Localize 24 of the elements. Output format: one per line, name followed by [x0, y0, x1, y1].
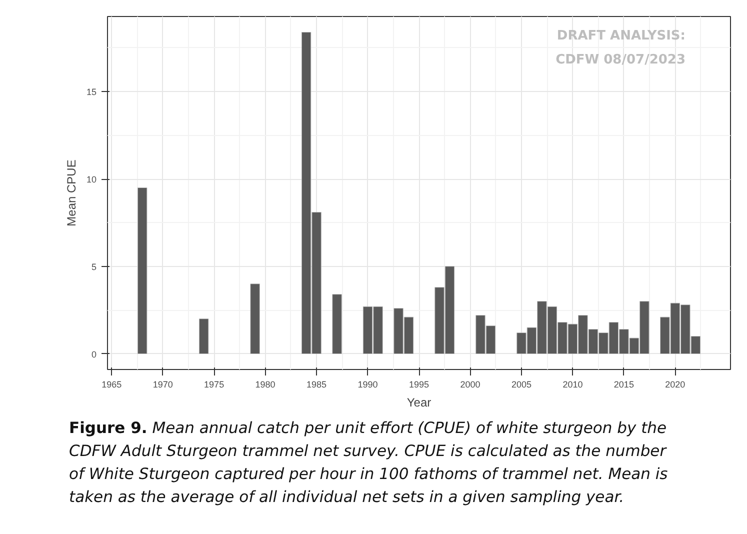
y-tick-label: 0 — [91, 349, 97, 360]
x-tick-label: 1965 — [102, 380, 122, 390]
bar — [198, 318, 209, 354]
bar — [137, 188, 148, 354]
y-tick-label: 15 — [86, 87, 97, 98]
bar — [250, 284, 260, 354]
y-tick-label: 5 — [91, 262, 97, 272]
x-tick-label: 2015 — [614, 380, 634, 390]
x-tick-label: 1970 — [152, 380, 173, 390]
x-tick-label: 2005 — [511, 380, 532, 390]
y-tick-label: 10 — [86, 174, 97, 185]
x-tick-label: 2020 — [665, 380, 686, 390]
annotation: DRAFT ANALYSIS: CDFW 08/07/2023 — [556, 28, 686, 68]
x-tick-label: 1975 — [204, 380, 224, 390]
x-tick-label: 1985 — [306, 380, 327, 390]
caption: Figure 9. — [69, 419, 148, 437]
x-tick-label: 1995 — [408, 380, 430, 390]
x-tick-label: 2000 — [460, 380, 480, 390]
y-axis-title: Mean CPUE — [64, 160, 78, 226]
x-tick-label: 1990 — [358, 380, 378, 390]
x-axis-title: Year — [406, 396, 432, 410]
x-tick-label: 2010 — [562, 380, 583, 390]
x-tick-label: 1980 — [255, 380, 276, 390]
bar — [332, 294, 342, 354]
